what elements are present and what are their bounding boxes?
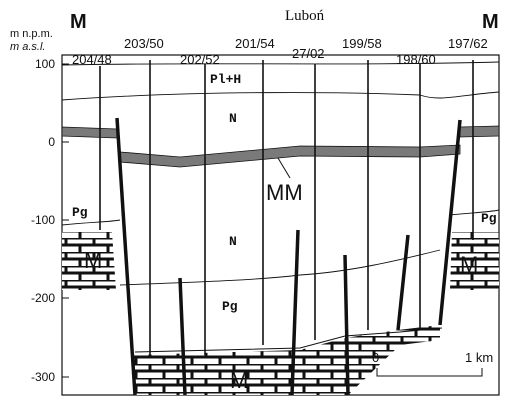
axis-tick-labels: 100 0 -100 -200 -300: [31, 57, 55, 384]
scale-label: 1 km: [465, 350, 493, 365]
well-label: 199/58: [342, 36, 382, 51]
tick-label: -300: [31, 370, 55, 384]
well-label: 197/62: [448, 36, 488, 51]
well-label: 27/02: [292, 46, 325, 61]
axis-label: m a.s.l.: [10, 41, 45, 53]
formation-label: N: [229, 111, 237, 126]
axis-ticks: [62, 63, 69, 378]
axis-label: m n.p.m.: [10, 28, 53, 40]
formation-label: N: [229, 234, 237, 249]
well-label: 201/54: [235, 36, 275, 51]
scale-label: 0: [372, 350, 379, 365]
formation-label: M: [84, 248, 102, 273]
formation-label: Pg: [481, 211, 497, 226]
tick-label: -200: [31, 291, 55, 305]
label-bg: [206, 70, 258, 86]
horizons: [61, 61, 500, 286]
wells: [99, 60, 474, 355]
formation-label: M: [460, 252, 478, 277]
formation-label: MM: [266, 180, 303, 205]
frame: [61, 54, 500, 396]
tick-label: 0: [48, 135, 55, 149]
end-label: M: [482, 11, 499, 33]
well-label: 198/60: [396, 52, 436, 67]
mm-layer: [61, 125, 500, 168]
formation-label: Pl+H: [210, 72, 241, 87]
formation-label: Pg: [222, 299, 238, 314]
tick-label: 100: [35, 57, 55, 71]
tick-label: -100: [31, 213, 55, 227]
title: Luboń: [285, 8, 325, 24]
end-label: M: [70, 11, 87, 33]
scale-bar: [376, 368, 483, 377]
pointer: [277, 157, 291, 179]
faults: [115, 117, 462, 396]
well-label: 203/50: [124, 36, 164, 51]
formation-label: M: [230, 368, 248, 393]
well-label: 202/52: [180, 52, 220, 67]
well-label: 204/48: [72, 52, 112, 67]
well-labels: 204/48 203/50 202/52 201/54 27/02 199/58…: [72, 36, 488, 67]
formation-label: Pg: [72, 205, 88, 220]
